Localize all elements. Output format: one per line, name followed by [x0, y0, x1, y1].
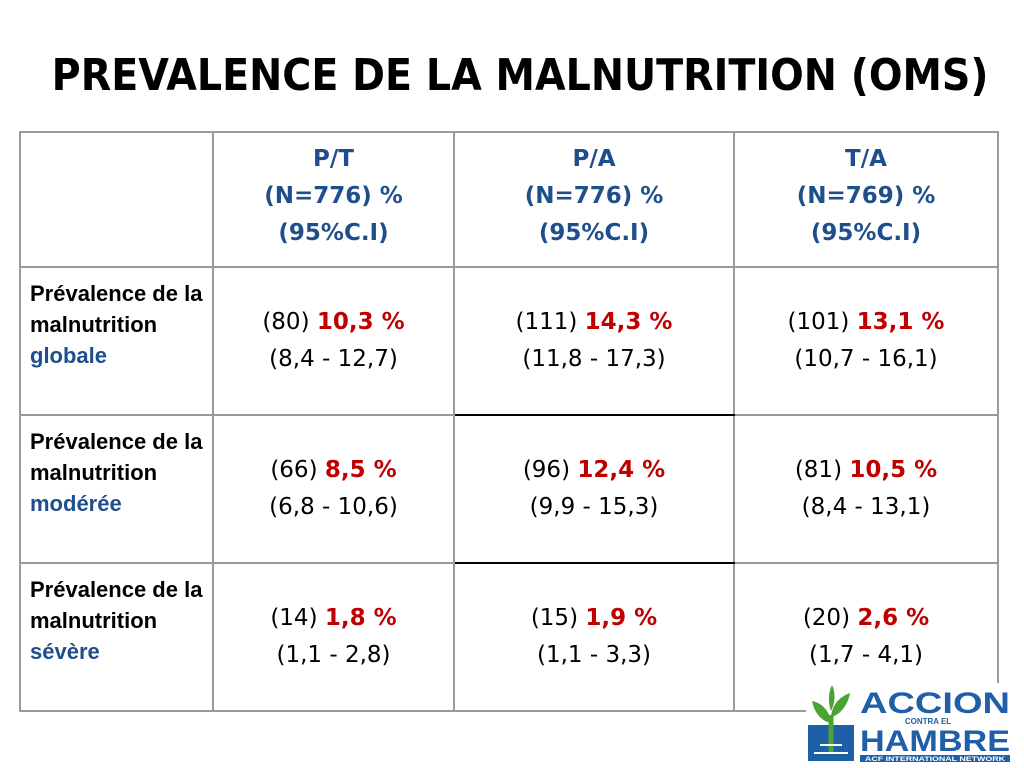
row-label-accent: globale — [30, 343, 108, 368]
column-header-line: (N=776) % — [524, 183, 664, 209]
column-header-line: P/T — [313, 146, 354, 172]
column-header-line: (95%C.I) — [278, 220, 389, 246]
cell-count: (111) — [515, 309, 578, 335]
cell-ci: (9,9 - 15,3) — [529, 494, 659, 520]
row-label-accent: modérée — [30, 491, 122, 516]
table-row-moderee: Prévalence de la malnutrition modérée (6… — [19, 414, 999, 564]
logo-text: HAMBRE — [860, 725, 1010, 758]
prevalence-table: P/T (N=776) % (95%C.I) P/A (N=776) % (95… — [19, 131, 999, 712]
cell-ci: (6,8 - 10,6) — [269, 494, 398, 520]
table-cell: (81) 10,5 % (8,4 - 13,1) — [733, 414, 999, 564]
column-header-pa: P/A (N=776) % (95%C.I) — [453, 131, 735, 268]
cell-percent: 1,9 % — [585, 605, 658, 631]
column-header-line: P/A — [572, 146, 616, 172]
table-row-globale: Prévalence de la malnutrition globale (8… — [19, 266, 999, 416]
row-label-main: Prévalence de la malnutrition — [30, 429, 203, 485]
logo-text: ACF INTERNATIONAL NETWORK — [865, 757, 1006, 763]
cell-ci: (10,7 - 16,1) — [794, 346, 938, 372]
cell-percent: 13,1 % — [856, 309, 945, 335]
cell-percent: 14,3 % — [584, 309, 673, 335]
cell-count: (66) — [270, 457, 318, 483]
row-label: Prévalence de la malnutrition sévère — [19, 562, 214, 712]
cell-count: (96) — [522, 457, 571, 483]
cell-percent: 10,3 % — [316, 309, 405, 335]
row-label-main: Prévalence de la malnutrition — [30, 281, 203, 337]
cell-percent: 12,4 % — [577, 457, 666, 483]
logo-text: CONTRA EL — [905, 717, 951, 726]
row-label-main: Prévalence de la malnutrition — [30, 577, 203, 633]
table-cell: (80) 10,3 % (8,4 - 12,7) — [212, 266, 455, 416]
accion-contra-el-hambre-logo: ACCION CONTRA EL HAMBRE ACF INTERNATIONA… — [806, 683, 1016, 763]
table-row-severe: Prévalence de la malnutrition sévère (14… — [19, 562, 999, 712]
cell-count: (80) — [262, 309, 310, 335]
cell-ci: (1,7 - 4,1) — [808, 642, 924, 668]
column-header-line: (95%C.I) — [538, 220, 650, 246]
cell-ci: (1,1 - 3,3) — [536, 642, 652, 668]
table-cell: (66) 8,5 % (6,8 - 10,6) — [212, 414, 455, 564]
row-label: Prévalence de la malnutrition modérée — [19, 414, 214, 564]
empty-corner-cell — [19, 131, 214, 268]
cell-ci: (11,8 - 17,3) — [522, 346, 666, 372]
table-cell: (101) 13,1 % (10,7 - 16,1) — [733, 266, 999, 416]
table-cell: (15) 1,9 % (1,1 - 3,3) — [453, 562, 735, 712]
table-cell: (111) 14,3 % (11,8 - 17,3) — [453, 266, 735, 416]
cell-count: (14) — [270, 605, 318, 631]
column-header-ta: T/A (N=769) % (95%C.I) — [733, 131, 999, 268]
cell-percent: 10,5 % — [849, 457, 938, 483]
table-cell: (96) 12,4 % (9,9 - 15,3) — [453, 414, 735, 564]
row-label-accent: sévère — [30, 639, 100, 664]
column-header-line: T/A — [845, 146, 887, 172]
cell-count: (20) — [802, 605, 851, 631]
table-cell: (14) 1,8 % (1,1 - 2,8) — [212, 562, 455, 712]
logo-text: ACCION — [860, 687, 1010, 720]
cell-count: (15) — [530, 605, 579, 631]
cell-count: (101) — [787, 309, 850, 335]
cell-ci: (1,1 - 2,8) — [276, 642, 391, 668]
cell-percent: 2,6 % — [857, 605, 930, 631]
column-header-pt: P/T (N=776) % (95%C.I) — [212, 131, 455, 268]
cell-percent: 8,5 % — [324, 457, 397, 483]
column-header-line: (95%C.I) — [810, 220, 922, 246]
row-label: Prévalence de la malnutrition globale — [19, 266, 214, 416]
cell-ci: (8,4 - 13,1) — [801, 494, 931, 520]
table-header-row: P/T (N=776) % (95%C.I) P/A (N=776) % (95… — [19, 131, 999, 268]
column-header-line: (N=769) % — [796, 183, 936, 209]
slide-title: PREVALENCE DE LA MALNUTRITION (OMS) — [51, 50, 989, 101]
plant-icon — [808, 685, 854, 761]
cell-count: (81) — [794, 457, 843, 483]
cell-ci: (8,4 - 12,7) — [269, 346, 398, 372]
cell-percent: 1,8 % — [324, 605, 397, 631]
column-header-line: (N=776) % — [264, 183, 403, 209]
